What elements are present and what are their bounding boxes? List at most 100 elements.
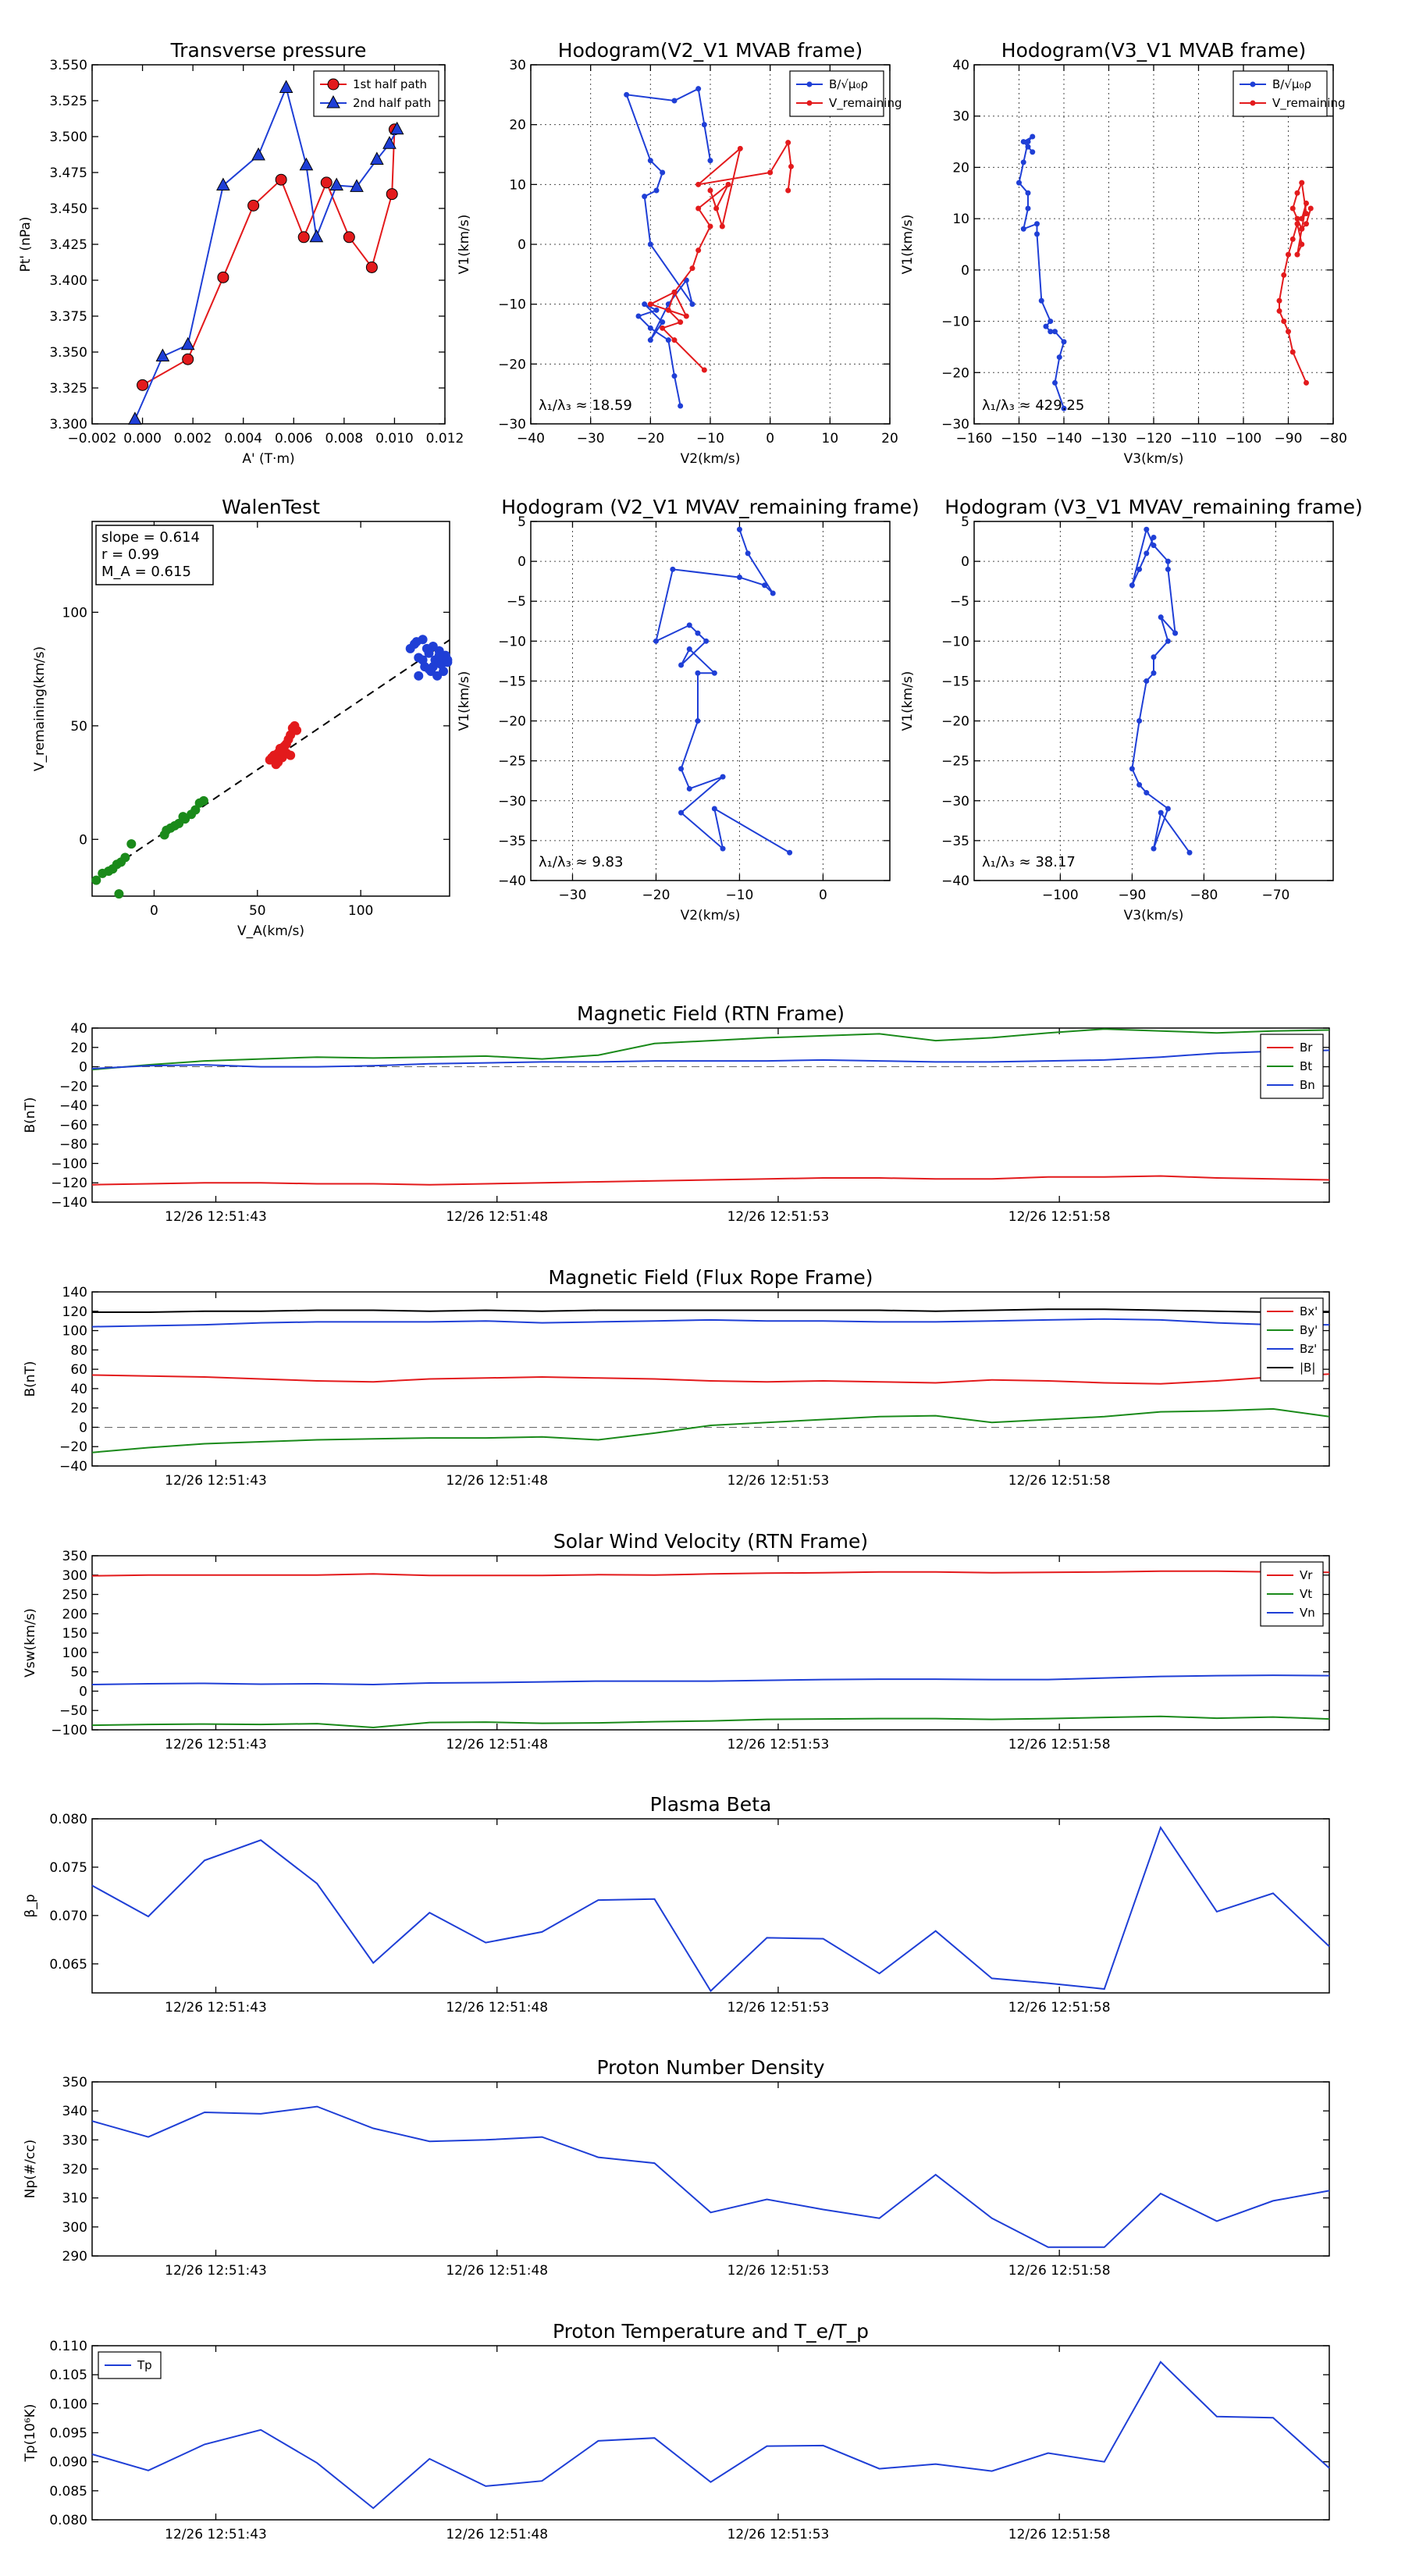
legend-label: B/√μ₀ρ <box>1272 77 1311 91</box>
x-tick-label: 12/26 12:51:48 <box>446 1737 548 1752</box>
data-point-marker <box>624 91 630 98</box>
y-tick-label: −20 <box>941 714 969 730</box>
data-point-marker <box>1052 329 1058 335</box>
chart-bfield: 12/26 12:51:43 12/26 12:51:48 12/26 12:51:… <box>23 1002 1330 1225</box>
y-tick-label: 3.350 <box>49 345 87 361</box>
walen-stat-text: slope = 0.614 <box>101 529 200 546</box>
data-point-marker <box>309 229 324 243</box>
y-tick-label: −120 <box>51 1176 87 1191</box>
data-point-marker <box>788 163 794 169</box>
y-tick-label: −5 <box>507 594 526 610</box>
y-tick-label: 0.110 <box>49 2339 87 2354</box>
walen-stats-box <box>95 525 214 585</box>
eigenvalue-ratio-annotation: λ₁/λ₃ ≈ 429.25 <box>982 397 1084 414</box>
data-point-marker <box>1048 329 1054 335</box>
x-tick-label: 0 <box>766 431 774 447</box>
data-point-marker <box>1144 526 1150 532</box>
data-point-marker <box>695 718 701 724</box>
x-tick-label: 20 <box>881 431 898 447</box>
y-tick-label: −35 <box>941 834 969 849</box>
data-point-marker <box>1144 678 1150 684</box>
y-tick-label: 40 <box>70 1382 87 1397</box>
plot-frame <box>530 521 891 881</box>
x-tick-label: 0.004 <box>224 431 262 447</box>
legend-label: B/√μ₀ρ <box>829 77 868 91</box>
series-line <box>91 1674 1330 1686</box>
chart-title: Transverse pressure <box>170 39 367 62</box>
x-axis-label: V3(km/s) <box>1124 908 1184 923</box>
data-point-marker <box>1289 349 1296 355</box>
data-point-marker <box>719 223 725 229</box>
y-tick-label: −20 <box>59 1079 87 1094</box>
data-point-marker <box>1129 766 1135 772</box>
data-point-marker <box>1038 297 1044 304</box>
chart-title: Magnetic Field (Flux Rope Frame) <box>548 1266 873 1289</box>
y-tick-label: 3.450 <box>49 201 87 217</box>
y-tick-label: −20 <box>941 365 969 381</box>
x-axis-label: A' (T·m) <box>242 451 294 467</box>
data-point-marker <box>1299 215 1305 222</box>
data-point-marker <box>1165 566 1171 572</box>
x-tick-label: −90 <box>1275 431 1303 447</box>
eigenvalue-ratio-annotation: λ₁/λ₃ ≈ 38.17 <box>982 854 1076 870</box>
data-point-marker <box>695 630 701 636</box>
data-point-marker <box>736 526 742 532</box>
chart-tp2: 12/26 12:51:43 12/26 12:51:48 12/26 12:51:… <box>23 2320 1330 2542</box>
legend-label: Bn <box>1300 1078 1315 1092</box>
data-point-marker <box>671 289 678 295</box>
y-tick-label: 100 <box>62 1646 87 1661</box>
data-point-marker <box>1020 226 1026 232</box>
y-axis-label: V_remaining(km/s) <box>32 646 48 771</box>
data-point-marker <box>1061 405 1067 411</box>
x-tick-label: 100 <box>348 903 373 919</box>
data-point-marker <box>216 177 230 191</box>
data-point-marker <box>217 271 229 283</box>
y-tick-label: −15 <box>941 674 969 689</box>
data-point-marker <box>642 301 648 308</box>
data-point-marker <box>1299 180 1305 186</box>
y-tick-label: 320 <box>62 2162 87 2178</box>
scatter-point <box>443 655 453 665</box>
y-tick-label: 140 <box>62 1285 87 1300</box>
chart-np: 12/26 12:51:43 12/26 12:51:48 12/26 12:51:… <box>23 2056 1330 2279</box>
data-point-marker <box>711 670 717 676</box>
legend-label: Bz' <box>1300 1342 1317 1356</box>
series-line <box>1131 527 1190 853</box>
plot-frame <box>91 1291 1330 1467</box>
data-point-marker <box>660 169 666 176</box>
scatter-point <box>169 820 180 831</box>
scatter-point <box>411 637 422 647</box>
data-point-marker <box>785 187 791 194</box>
data-point-marker <box>670 566 676 572</box>
data-point-marker <box>389 121 404 135</box>
data-point-marker <box>1043 323 1049 329</box>
scatter-point <box>281 739 291 749</box>
data-point-marker <box>1016 180 1022 186</box>
data-point-marker <box>686 785 692 792</box>
y-tick-label: −20 <box>498 714 526 730</box>
scatter-point <box>198 795 208 806</box>
data-point-marker <box>635 313 642 319</box>
scatter-point <box>424 664 434 674</box>
data-point-marker <box>683 313 689 319</box>
data-point-marker <box>1294 221 1300 227</box>
x-tick-label: 0.010 <box>375 431 414 447</box>
scatter-point <box>439 667 449 676</box>
series-line <box>655 528 791 854</box>
chart-title: Proton Number Density <box>597 2056 825 2079</box>
y-tick-label: 3.300 <box>49 417 87 432</box>
data-point-marker <box>707 158 713 164</box>
x-tick-label: −130 <box>1090 431 1127 447</box>
data-point-marker <box>1250 100 1256 106</box>
x-tick-label: 0.002 <box>174 431 212 447</box>
data-point-marker <box>1052 379 1058 386</box>
y-tick-label: 350 <box>62 1549 87 1564</box>
y-tick-label: −40 <box>59 1098 87 1114</box>
series-line <box>91 1028 1330 1071</box>
data-point-marker <box>329 177 344 191</box>
y-tick-label: −20 <box>59 1439 87 1455</box>
data-point-marker <box>686 646 692 653</box>
data-point-marker <box>745 550 751 557</box>
data-point-marker <box>701 122 707 128</box>
x-tick-label: −80 <box>1319 431 1347 447</box>
